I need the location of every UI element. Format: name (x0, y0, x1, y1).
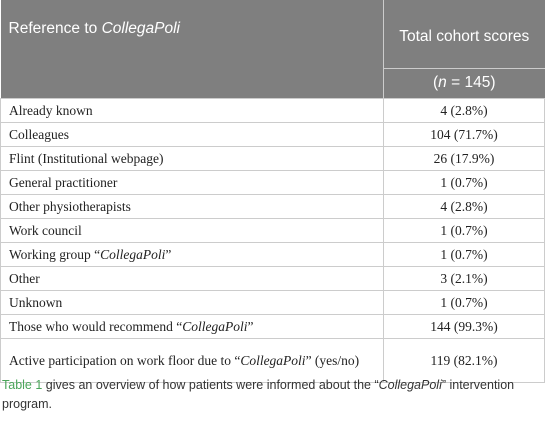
table-cell: Other physiotherapists (0, 193, 384, 219)
table-cell: 3 (2.1%) (383, 265, 545, 291)
text-run: Table 1 (2, 378, 43, 392)
table-cell: 1 (0.7%) (383, 289, 545, 315)
table-row: Already known 4 (2.8%) (0, 97, 545, 123)
text-run: CollegaPoli (240, 352, 306, 368)
table-row: Other physiotherapists 4 (2.8%) (0, 193, 545, 219)
table-cell: Work council (0, 217, 384, 243)
table-cell: 1 (0.7%) (383, 217, 545, 243)
text-run: ( (433, 74, 439, 91)
text-run: Active participation on work floor due t… (9, 352, 241, 368)
header-cell: Reference to CollegaPoli (0, 0, 384, 98)
text-run: Reference to (8, 20, 102, 37)
table-cell: Colleagues (0, 121, 384, 147)
text-run: CollegaPoli (378, 378, 442, 392)
caption: Table 1 gives an overview of how patient… (2, 376, 532, 414)
header-cell: Total cohort scores (383, 0, 545, 69)
table-cell: 144 (99.3%) (383, 313, 545, 339)
table-row: General practitioner 1 (0.7%) (0, 169, 545, 195)
table-cell: 1 (0.7%) (383, 169, 545, 195)
table-cell: 119 (82.1%) (383, 337, 545, 383)
table-cell: 4 (2.8%) (383, 193, 545, 219)
table-cell: 1 (0.7%) (383, 241, 545, 267)
table-row: Unknown 1 (0.7%) (0, 289, 545, 315)
table-row: Those who would recommend “CollegaPoli” 1… (0, 313, 545, 339)
table-row: Active participation on work floor due t… (0, 337, 545, 383)
text-run: Working group “ (9, 246, 101, 262)
text-run: CollegaPoli (101, 20, 180, 37)
text-run: = 145) (446, 74, 496, 91)
text-run: Those who would recommend “ (9, 318, 183, 334)
text-run: gives an overview of how patients were i… (42, 378, 379, 392)
table-cell: Flint (Institutional webpage) (0, 145, 384, 171)
table-cell: Already known (0, 97, 384, 123)
text-run: n (438, 74, 447, 91)
table-cell: 4 (2.8%) (383, 97, 545, 123)
table-row: Working group “CollegaPoli” 1 (0.7%) (0, 241, 545, 267)
table: Reference to CollegaPoli Total cohort sc… (0, 0, 545, 383)
text-run: ” (247, 318, 254, 334)
table-row: Flint (Institutional webpage) 26 (17.9%) (0, 145, 545, 171)
table-cell: Active participation on work floor due t… (0, 337, 384, 383)
text-run: CollegaPoli (182, 318, 248, 334)
table-cell: Those who would recommend “CollegaPoli” (0, 313, 384, 339)
table-cell: 104 (71.7%) (383, 121, 545, 147)
text-run: CollegaPoli (100, 246, 166, 262)
table-cell: Unknown (0, 289, 384, 315)
table-row: Other 3 (2.1%) (0, 265, 545, 291)
table-row: Colleagues 104 (71.7%) (0, 121, 545, 147)
text-run: ” (yes/no) (305, 352, 360, 368)
table-cell: General practitioner (0, 169, 384, 195)
text-run: ” intervention program. (2, 378, 515, 411)
table-cell: Working group “CollegaPoli” (0, 241, 384, 267)
table-row: Work council 1 (0.7%) (0, 217, 545, 243)
text-run: ” (165, 246, 172, 262)
table-cell: Other (0, 265, 384, 291)
header-cell: (n = 145) (383, 68, 545, 98)
table-cell: 26 (17.9%) (383, 145, 545, 171)
